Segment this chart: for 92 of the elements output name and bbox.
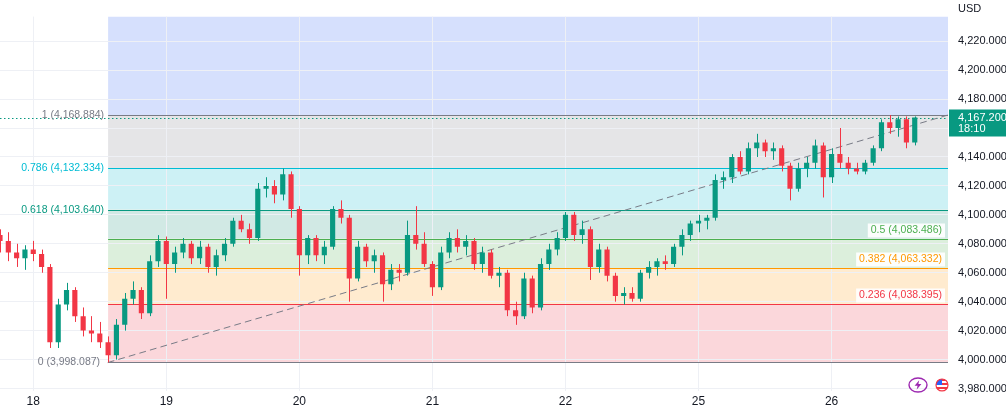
y-tick-label: 4,020.000 (958, 323, 1006, 336)
candlestick (363, 243, 369, 268)
y-tick-label: 4,120.000 (958, 178, 1006, 191)
candlestick (388, 263, 394, 291)
candlestick (729, 153, 735, 184)
y-tick-label: 4,180.000 (958, 92, 1006, 105)
candlestick (454, 228, 460, 253)
candlestick (479, 246, 485, 274)
candlestick (612, 272, 618, 303)
candlestick (5, 231, 11, 262)
candlestick (105, 335, 111, 363)
candlestick (787, 162, 793, 201)
ref-line-label: 0.382 (4,063.332) (859, 252, 942, 265)
candlestick (213, 249, 219, 277)
y-tick-label: 4,040.000 (958, 294, 1006, 307)
candlestick (754, 133, 760, 158)
candlestick (280, 168, 286, 201)
candlestick (471, 237, 477, 271)
ref-line-label: 4,167.200 (958, 110, 1006, 123)
candlestick (496, 266, 502, 288)
candlestick (63, 282, 70, 311)
candlestick (371, 249, 377, 274)
candlestick (779, 144, 785, 172)
y-tick-label: 4,220.000 (958, 34, 1006, 47)
candlestick (829, 147, 835, 184)
x-tick-label: 25 (691, 393, 706, 408)
candlestick (14, 243, 20, 268)
candlestick (887, 114, 893, 135)
ref-line-label: 0.5 (4,083.486) (870, 223, 942, 236)
candlestick (571, 211, 577, 242)
y-tick-label: 3,980.000 (958, 381, 1006, 394)
y-tick-label: 4,140.000 (958, 150, 1006, 162)
y-tick-label: 4,100.000 (958, 207, 1006, 220)
candlestick (463, 234, 469, 256)
text: 18:10 (958, 121, 986, 134)
candlestick (221, 237, 228, 262)
candlestick (338, 199, 344, 225)
candlestick (795, 162, 801, 193)
candlestick (671, 243, 677, 268)
candlestick (130, 280, 136, 306)
x-tick-label: 18 (26, 393, 41, 408)
candlestick (271, 179, 277, 204)
candlestick (30, 240, 36, 262)
x-tick-label: 19 (159, 393, 174, 408)
candlestick (172, 246, 178, 274)
candlestick (180, 237, 186, 259)
x-tick-label: 21 (425, 393, 440, 408)
candlestick (737, 150, 743, 175)
y-tick-label: 4,080.000 (958, 236, 1006, 249)
candlestick (679, 228, 685, 256)
candlestick (546, 243, 552, 271)
candlestick (313, 234, 319, 262)
candlestick (155, 234, 161, 268)
candlestick (446, 231, 452, 259)
candlestick (596, 243, 602, 274)
candlestick (22, 244, 28, 271)
ref-line-label: 0.786 (4,132.334) (21, 161, 105, 174)
y-tick-label: 4,200.000 (958, 63, 1006, 76)
candlestick (745, 142, 751, 175)
candlestick (687, 220, 693, 242)
ref-line-label: 0.236 (4,038.395) (859, 288, 942, 301)
y-tick-label: 4,000.000 (958, 352, 1006, 365)
candlestick (837, 127, 843, 170)
candlestick (429, 260, 435, 297)
candlestick (421, 231, 427, 268)
candlestick (88, 315, 95, 343)
candlestick (804, 156, 810, 178)
candlestick (579, 220, 585, 245)
candlestick (188, 240, 194, 265)
y-axis-title: USD (958, 2, 982, 15)
candlestick (488, 249, 494, 280)
candlestick (903, 115, 909, 149)
candlestick (812, 139, 818, 170)
candlestick (305, 234, 311, 265)
ref-line-label: 0 (3,998.087) (37, 355, 101, 368)
candlestick (163, 236, 169, 300)
x-tick-label: 26 (824, 393, 839, 408)
x-tick-label: 22 (558, 393, 573, 408)
ref-line-label: 1 (4,168.884) (41, 108, 105, 121)
candlestick (39, 249, 45, 274)
candlestick (205, 243, 211, 274)
candlestick (246, 223, 253, 245)
candlestick (554, 231, 560, 256)
candlestick (230, 217, 236, 248)
candlestick (197, 240, 203, 265)
y-tick-label: 4,060.000 (958, 265, 1006, 278)
candlestick (263, 176, 269, 198)
x-tick-label: 20 (292, 393, 307, 408)
candlestick (80, 306, 86, 337)
ref-line-label: 0.618 (4,103.640) (21, 203, 105, 216)
candlestick (413, 205, 419, 251)
candlestick (870, 144, 876, 167)
